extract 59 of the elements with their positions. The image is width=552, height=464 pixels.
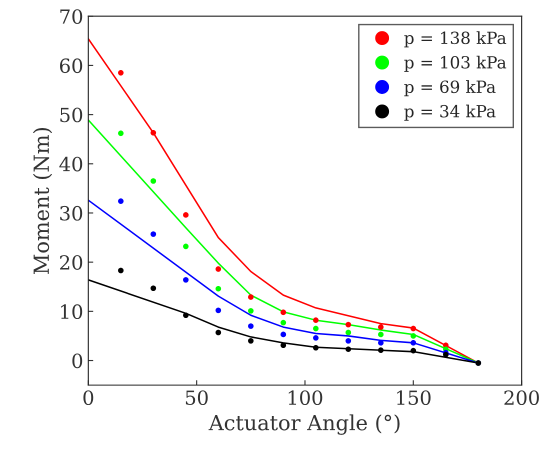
point [280,332,286,338]
point [313,335,319,341]
y-tick-label: 20 [60,255,82,270]
point [378,324,384,330]
point [313,317,319,323]
y-tick-label: 0 [72,353,82,368]
x-tick-label: 150 [397,390,431,406]
point [118,268,124,274]
point [378,340,384,346]
point [248,308,254,314]
point [410,326,416,332]
point [378,332,384,338]
point [183,277,189,283]
point [216,330,222,336]
point [118,198,124,204]
point [346,322,352,328]
legend-label: p = 138 kPa [404,31,506,48]
point [216,286,222,292]
x-tick-label: 50 [186,390,208,406]
point [183,212,189,218]
y-tick-label: 50 [60,108,82,122]
point [313,326,319,332]
point [280,320,286,326]
point [150,178,156,184]
x-tick-label: 200 [504,390,539,406]
y-tick-label: 40 [59,156,82,172]
point [410,333,416,339]
point [410,340,416,346]
point [280,342,286,348]
legend-label: p = 103 kPa [404,56,506,72]
point [150,285,156,292]
point [150,231,156,237]
point [150,130,156,136]
y-axis-title: Moment (Nm) [33,128,52,274]
x-tick-label: 0 [83,390,94,406]
point [248,294,254,300]
point [118,130,124,136]
point [410,348,416,354]
legend-label: p = 34 kPa [404,104,496,121]
point [280,310,286,316]
point [248,323,254,329]
x-tick-label: 100 [288,390,322,406]
y-tick-label: 60 [60,58,82,74]
point [248,338,254,344]
point [183,312,189,318]
legend-label: p = 69 kPa [404,80,496,96]
x-axis-title: Actuator Angle (°) [208,414,400,435]
point [216,308,222,314]
point [346,330,352,336]
y-tick-label: 70 [60,9,82,24]
point [216,266,222,272]
point [346,346,352,352]
y-tick-label: 30 [60,206,82,221]
y-tick-label: 10 [61,304,82,320]
point [183,244,189,250]
point [378,347,384,353]
point [313,344,319,351]
point [118,70,124,76]
point [346,338,352,344]
